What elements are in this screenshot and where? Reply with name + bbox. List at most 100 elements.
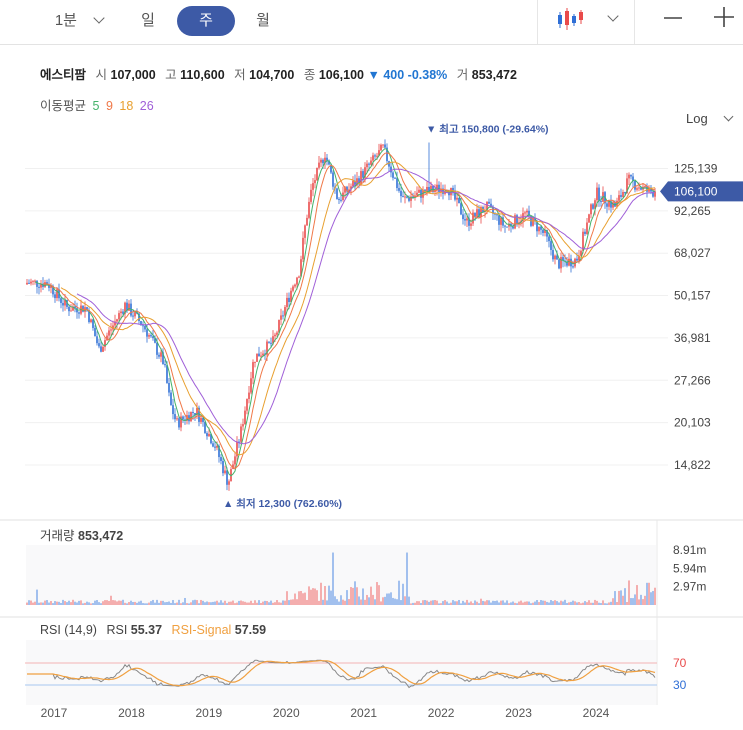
price-tick-label: 125,139 [674, 161, 718, 175]
volume-bar [74, 601, 76, 605]
timeframe-1min[interactable]: 1분 [44, 6, 114, 36]
volume-bar [498, 602, 500, 605]
volume-bar [194, 599, 196, 605]
candle-body [222, 460, 224, 474]
candle-body [652, 191, 654, 197]
volume-bar [598, 602, 600, 605]
volume-bar [244, 601, 246, 605]
volume-bar [300, 590, 302, 605]
volume-bar [394, 598, 396, 605]
volume-bar [470, 601, 472, 605]
candle-body [384, 144, 386, 148]
scale-selector[interactable]: Log [686, 111, 734, 126]
volume-bar [342, 599, 344, 605]
candle-body [594, 200, 596, 209]
volume-bar [238, 600, 240, 605]
ma-legend[interactable]: 이동평균 5 9 18 26 [40, 95, 154, 114]
candle-body [626, 178, 628, 194]
volume-bar [544, 600, 546, 605]
volume-bar [204, 602, 206, 605]
ma-line-26 [76, 168, 656, 445]
volume-bar [412, 602, 414, 605]
volume-bar [246, 602, 248, 605]
candle-body [192, 412, 194, 414]
candle-body [194, 412, 196, 415]
volume-bar [526, 601, 528, 605]
candle-body [30, 281, 32, 284]
volume-tick-label: 2.97m [673, 580, 706, 594]
volume-bar [214, 601, 216, 605]
candle-body [620, 195, 622, 197]
candle-body [568, 258, 570, 266]
candle-body [188, 415, 190, 422]
volume-bar [628, 580, 630, 605]
volume-bar [280, 602, 282, 605]
volume-bar [538, 602, 540, 605]
candle-body [606, 203, 608, 207]
volume-bar [236, 602, 238, 605]
volume-bar [84, 602, 86, 605]
volume-bar [456, 601, 458, 605]
volume-bar [604, 603, 606, 605]
candle-body [358, 178, 360, 185]
volume-bar [424, 600, 426, 605]
candle-body [56, 289, 58, 299]
candle-body [226, 470, 228, 485]
rsi-panel: 70 30 [25, 656, 687, 692]
volume-bar [382, 597, 384, 605]
candlestick-type-icon[interactable] [556, 6, 586, 32]
volume-bar [50, 601, 52, 605]
volume-bar [630, 598, 632, 605]
candle-body [66, 299, 68, 307]
zoom-out-icon[interactable] [663, 8, 683, 28]
candle-body [370, 160, 372, 165]
chart-type-chevron-icon[interactable] [607, 10, 619, 22]
timeframe-day[interactable]: 일 [141, 12, 155, 29]
zoom-in-icon[interactable] [713, 6, 735, 28]
volume-bar [288, 600, 290, 605]
volume-bar [450, 602, 452, 605]
candle-body [318, 162, 320, 168]
candle-body [90, 319, 92, 323]
volume-bar [66, 602, 68, 605]
volume-bar [636, 585, 638, 605]
volume-bar [100, 603, 102, 605]
candle-body [434, 189, 436, 192]
last-price-badge [660, 181, 743, 202]
volume-bar [458, 599, 460, 605]
volume-bar [316, 590, 318, 605]
volume-bar [216, 600, 218, 605]
volume-bar [404, 596, 406, 605]
volume-bar [644, 595, 646, 605]
candle-body [108, 330, 110, 336]
timeframe-week[interactable]: 주 [177, 6, 235, 36]
volume-bar [250, 600, 252, 605]
volume-bar [56, 601, 58, 605]
candle-body [634, 181, 636, 190]
volume-bar [110, 595, 112, 605]
volume-bar [86, 601, 88, 605]
chevron-down-icon[interactable] [93, 12, 105, 24]
volume-bar [374, 599, 376, 605]
volume-bar [472, 603, 474, 605]
year-label: 2023 [505, 706, 532, 720]
ma-18: 18 [119, 99, 134, 113]
candle-body [516, 215, 518, 225]
volume-bar [348, 599, 350, 605]
timeframe-month[interactable]: 월 [256, 12, 270, 29]
candle-body [506, 226, 508, 228]
candle-body [490, 203, 492, 207]
price-tick-label: 68,027 [674, 246, 711, 260]
candle-body [54, 294, 56, 299]
candle-body [136, 312, 138, 314]
candle-body [518, 222, 520, 225]
candle-body [286, 297, 288, 308]
candle-body [336, 188, 338, 199]
candle-body [494, 213, 496, 215]
year-label: 2024 [583, 706, 610, 720]
volume-bar [222, 602, 224, 605]
volume-bar [268, 602, 270, 605]
candle-body [104, 340, 106, 347]
volume-bar [378, 585, 380, 605]
volume-bar [274, 602, 276, 605]
